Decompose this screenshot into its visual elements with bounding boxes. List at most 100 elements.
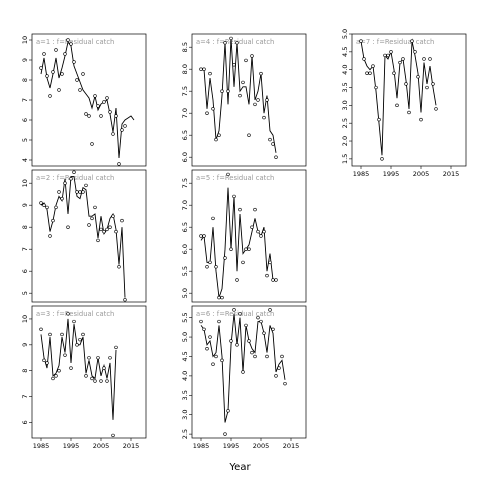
observed-point <box>235 343 239 347</box>
observed-point <box>268 260 272 265</box>
observed-point <box>214 354 218 359</box>
observed-point <box>105 96 109 100</box>
x-tick-label: 1985 <box>353 170 370 178</box>
panel-title: a=4 : f=Residual catch <box>196 38 274 46</box>
observed-point <box>244 247 248 251</box>
y-tick-label: 4.5 <box>181 351 189 361</box>
observed-point <box>72 319 76 324</box>
observed-point <box>105 227 109 232</box>
observed-point <box>208 260 212 265</box>
observed-point <box>42 52 46 56</box>
observed-point <box>223 256 227 260</box>
observed-point <box>410 39 414 43</box>
y-tick-label: 1.5 <box>341 154 349 164</box>
y-tick-label: 5.0 <box>181 288 189 298</box>
fitted-line <box>40 40 135 159</box>
observed-point <box>93 205 97 210</box>
panel-5: a=5 : f=Residual catch 5.0 5.5 6.0 6.5 7.0 7.5 <box>181 169 307 303</box>
observed-point <box>238 312 242 316</box>
observed-point <box>398 60 402 65</box>
observed-point <box>60 196 64 201</box>
observed-point <box>90 376 94 381</box>
observed-point <box>268 137 272 142</box>
observed-point <box>271 278 275 282</box>
observed-point <box>229 36 233 41</box>
y-tick-label: 5 <box>21 138 29 142</box>
observed-point <box>265 354 269 359</box>
observed-point <box>72 60 76 64</box>
observed-point <box>232 308 236 312</box>
observed-point <box>383 53 387 58</box>
y-tick-label: 6 <box>21 420 29 424</box>
y-tick-label: 5.5 <box>181 266 189 276</box>
observed-point <box>72 170 76 174</box>
observed-point <box>205 347 209 351</box>
panel-title: a=1 : f=Residual catch <box>36 38 114 46</box>
observed-point <box>434 107 438 111</box>
y-tick-label: 7.0 <box>181 200 189 210</box>
observed-point <box>362 57 366 61</box>
y-tick-label: 4.0 <box>341 65 349 75</box>
observed-point <box>238 207 242 212</box>
observed-point <box>45 74 49 78</box>
fitted-line <box>201 38 277 153</box>
observed-point <box>241 80 245 85</box>
observed-point <box>111 214 115 218</box>
observed-point <box>223 432 227 436</box>
y-tick-label: 3.5 <box>341 82 349 92</box>
observed-point <box>250 350 254 355</box>
y-tick-label: 2.0 <box>341 136 349 146</box>
observed-point <box>262 115 266 120</box>
y-tick-label: 10 <box>21 179 29 187</box>
fitted-line <box>360 41 437 156</box>
observed-point <box>202 327 206 331</box>
observed-point <box>51 70 55 74</box>
panel-title: a=6 : f=Residual catch <box>196 310 274 318</box>
observed-point <box>265 98 269 102</box>
observed-point <box>226 409 230 413</box>
observed-point <box>63 52 67 56</box>
observed-point <box>48 332 52 337</box>
observed-point <box>214 265 218 269</box>
panel-frame <box>191 33 307 167</box>
y-tick-label: 5.0 <box>181 332 189 342</box>
observed-point <box>199 67 203 71</box>
y-tick-label: 8.5 <box>181 42 189 52</box>
observed-point <box>404 82 408 86</box>
observed-point <box>208 335 212 339</box>
panel-frame <box>191 305 307 439</box>
observed-point <box>256 229 260 234</box>
observed-point <box>259 71 263 76</box>
observed-point <box>416 75 420 79</box>
y-tick-label: 4.0 <box>181 371 189 381</box>
y-tick-label: 4.5 <box>341 47 349 57</box>
observed-point <box>84 183 88 188</box>
observed-point <box>69 42 73 46</box>
observed-point <box>274 374 278 378</box>
observed-point <box>96 104 100 108</box>
observed-point <box>75 190 79 194</box>
y-tick-label: 5 <box>21 291 29 295</box>
observed-point <box>235 278 239 282</box>
observed-point <box>39 66 43 70</box>
y-tick-label: 9 <box>21 58 29 62</box>
observed-point <box>274 155 278 159</box>
observed-point <box>425 85 429 90</box>
observed-point <box>205 111 209 115</box>
observed-point <box>253 207 257 212</box>
observed-point <box>241 370 245 374</box>
panel-frame <box>31 33 147 167</box>
observed-point <box>57 190 61 194</box>
observed-point <box>431 82 435 86</box>
observed-point <box>78 337 82 342</box>
observed-point <box>114 229 118 234</box>
panel-1: a=1 : f=Residual catch 4 5 6 7 8 9 10 <box>21 33 147 167</box>
observed-point <box>217 295 221 300</box>
observed-point <box>253 354 257 359</box>
observed-point <box>253 102 257 107</box>
observed-point <box>120 128 124 132</box>
panel-4: a=2 : f=Residual catch 5 6 7 8 9 10 <box>21 169 147 303</box>
observed-point <box>401 57 405 61</box>
observed-point <box>223 41 227 45</box>
observed-point <box>93 379 97 383</box>
